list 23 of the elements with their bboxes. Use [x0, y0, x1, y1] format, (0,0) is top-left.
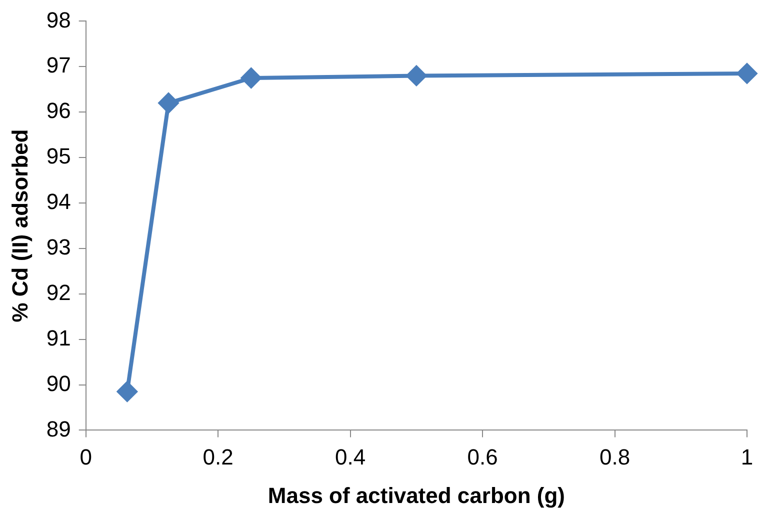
y-tick-label: 91: [46, 325, 71, 350]
point: [406, 66, 426, 86]
y-tick-label: 90: [46, 370, 71, 396]
x-axis-title: Mass of activated carbon (g): [268, 482, 565, 508]
y-tick-label: 92: [46, 280, 71, 305]
point: [737, 63, 757, 84]
x-tick-label: 0.8: [599, 444, 630, 470]
y-tick-label: 94: [46, 189, 71, 214]
point: [158, 93, 179, 113]
y-tick-label: 98: [46, 7, 71, 32]
y-tick-label: 96: [46, 98, 71, 124]
y-tick-label: 97: [46, 52, 71, 78]
y-tick-label: 89: [46, 416, 71, 442]
x-tick-label: 0.2: [202, 444, 234, 470]
point: [117, 382, 138, 402]
y-tick-label: 93: [46, 234, 71, 260]
x-tick-label: 1: [740, 444, 754, 470]
x-tick-label: 0: [80, 444, 92, 470]
point: [241, 68, 262, 88]
y-tick-label: 95: [46, 144, 71, 169]
x-tick-label: 0.4: [335, 444, 366, 470]
y-axis-title: % Cd (II) adsorbed: [7, 129, 32, 322]
x-tick-label: 0.6: [467, 444, 498, 470]
